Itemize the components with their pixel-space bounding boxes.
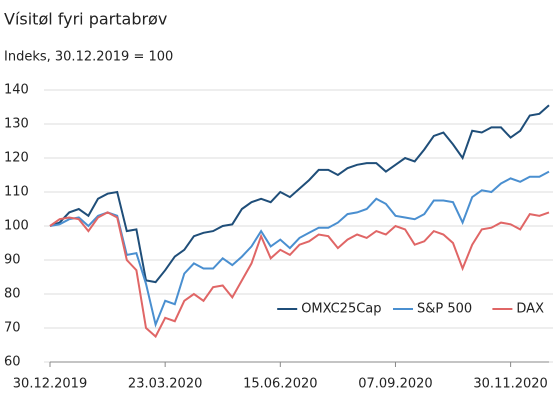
y-tick-label: 90	[4, 253, 21, 268]
series-line	[49, 170, 550, 328]
x-tick-label: 30.12.2019	[13, 377, 87, 392]
legend-label: S&P 500	[417, 302, 472, 317]
y-tick-label: 60	[4, 355, 21, 370]
x-tick-label: 23.03.2020	[128, 377, 202, 392]
y-tick-label: 100	[4, 219, 29, 234]
y-tick-label: 80	[4, 287, 21, 302]
y-tick-label: 120	[4, 151, 29, 166]
y-tick-label: 140	[4, 83, 29, 98]
series-line	[49, 104, 550, 284]
y-tick-label: 70	[4, 321, 21, 336]
chart-subtitle: Indeks, 30.12.2019 = 100	[4, 50, 173, 65]
legend-label: OMXC25Cap	[301, 302, 381, 317]
legend-label: DAX	[516, 302, 544, 317]
series-line	[49, 211, 550, 339]
y-tick-label: 130	[4, 117, 29, 132]
x-tick-label: 07.09.2020	[358, 377, 432, 392]
chart-title: Vísitøl fyri partabrøv	[4, 10, 167, 29]
y-tick-label: 110	[4, 185, 29, 200]
x-tick-label: 30.11.2020	[473, 377, 547, 392]
x-tick-label: 15.06.2020	[243, 377, 317, 392]
